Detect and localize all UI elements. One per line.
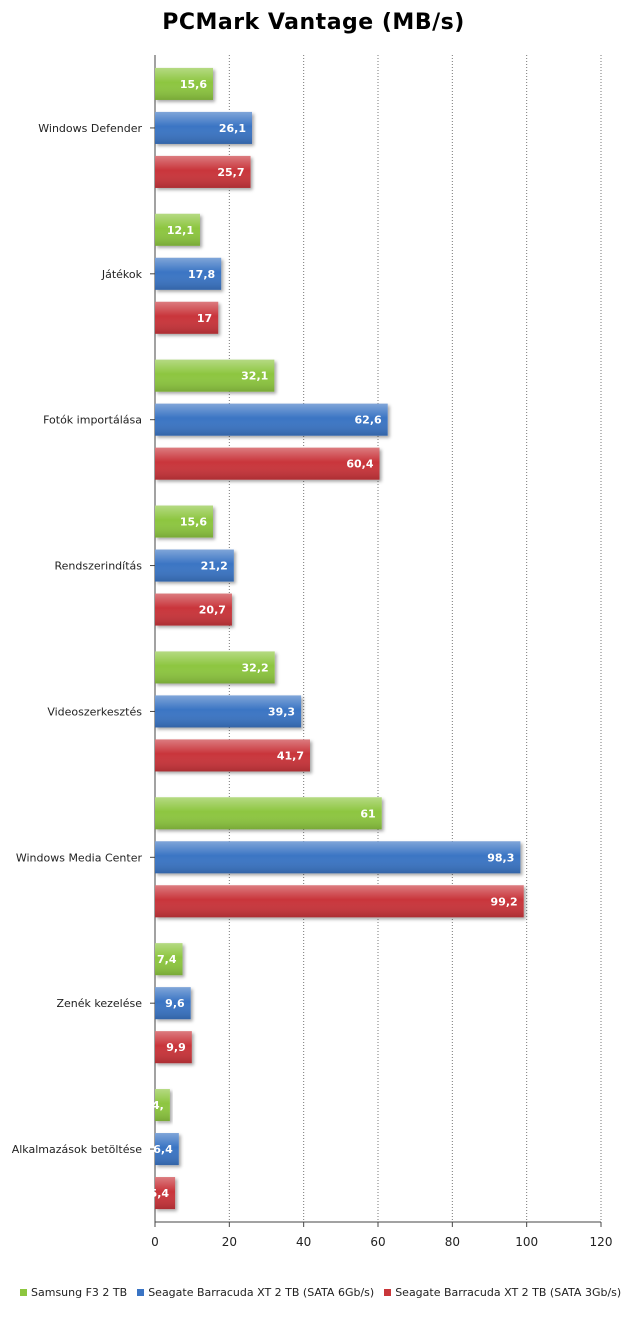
- bar-gradient: [155, 651, 275, 684]
- bar-value-label: 15,6: [180, 78, 207, 91]
- legend-item: Samsung F3 2 TB: [20, 1286, 127, 1299]
- bar-gradient: [155, 67, 213, 100]
- legend-label: Seagate Barracuda XT 2 TB (SATA 3Gb/s): [395, 1286, 622, 1299]
- bar-value-label: 60,4: [346, 458, 373, 471]
- legend-swatch: [20, 1289, 27, 1296]
- bar-gradient: [155, 695, 302, 728]
- x-tick-label: 100: [515, 1235, 538, 1249]
- bar-value-label: 61: [360, 807, 375, 820]
- chart-title: PCMark Vantage (MB/s): [162, 10, 465, 35]
- x-tick-label: 40: [296, 1235, 311, 1249]
- category-label: Windows Defender: [38, 122, 142, 135]
- x-tick-label: 80: [445, 1235, 460, 1249]
- bar-gradient: [155, 505, 213, 538]
- bar-gradient: [155, 1177, 176, 1210]
- bar-value-label: 39,3: [268, 705, 295, 718]
- bar-value-label: 17: [197, 312, 212, 325]
- bar-gradient: [155, 987, 191, 1020]
- bar-value-label: 9,6: [165, 997, 185, 1010]
- bar-gradient: [155, 1133, 179, 1166]
- bar-gradient: [155, 1089, 170, 1122]
- bar-value-label: 25,7: [217, 166, 244, 179]
- category-label: Zenék kezelése: [56, 997, 142, 1010]
- category-label: Windows Media Center: [16, 851, 143, 864]
- bar-value-label: 20,7: [199, 604, 226, 617]
- bar-value-label: 21,2: [201, 560, 228, 573]
- chart-legend: Samsung F3 2 TB Seagate Barracuda XT 2 TB…: [20, 1286, 621, 1299]
- legend-item: Seagate Barracuda XT 2 TB (SATA 3Gb/s): [384, 1286, 621, 1299]
- category-label: Fotók importálása: [43, 414, 142, 427]
- legend-label: Samsung F3 2 TB: [31, 1286, 128, 1299]
- bar-value-label: 4,: [152, 1099, 164, 1112]
- bar-gradient: [155, 257, 222, 290]
- x-tick-label: 20: [222, 1235, 237, 1249]
- legend-swatch: [384, 1289, 392, 1296]
- x-tick-label: 120: [590, 1235, 613, 1249]
- category-label: Rendszerindítás: [54, 560, 142, 573]
- bar-value-label: 32,2: [242, 661, 269, 674]
- category-label: Videoszerkesztés: [47, 705, 142, 718]
- bar-value-label: 26,1: [219, 122, 246, 135]
- bar-value-label: 41,7: [277, 749, 304, 762]
- bar-gradient: [155, 593, 232, 626]
- bar-value-label: 9,9: [166, 1041, 186, 1054]
- bar-gradient: [155, 943, 183, 976]
- bar-gradient: [155, 885, 524, 918]
- bar-gradient: [155, 797, 382, 830]
- bar-gradient: [155, 841, 521, 874]
- bar-value-label: 5,4: [150, 1187, 170, 1200]
- bar-gradient: [155, 359, 275, 392]
- bar-gradient: [155, 739, 310, 772]
- bar-value-label: 98,3: [487, 851, 514, 864]
- legend-label: Seagate Barracuda XT 2 TB (SATA 6Gb/s): [148, 1286, 375, 1299]
- bar-value-label: 62,6: [355, 414, 382, 427]
- bar-gradient: [155, 111, 253, 144]
- bar-value-label: 7,4: [157, 953, 177, 966]
- bar-value-label: 12,1: [167, 224, 194, 237]
- bar-value-label: 6,4: [153, 1143, 173, 1156]
- x-tick-label: 0: [151, 1235, 159, 1249]
- bar-gradient: [155, 549, 234, 582]
- bar-gradient: [155, 301, 219, 334]
- bar-value-label: 17,8: [188, 268, 215, 281]
- bar-gradient: [155, 1031, 192, 1064]
- category-label: Alkalmazások betöltése: [12, 1143, 143, 1156]
- bar-gradient: [155, 403, 388, 436]
- bar-gradient: [155, 155, 251, 188]
- bar-value-label: 99,2: [491, 895, 518, 908]
- bar-gradient: [155, 447, 380, 480]
- x-tick-label: 60: [370, 1235, 385, 1249]
- bar-value-label: 15,6: [180, 516, 207, 529]
- legend-item: Seagate Barracuda XT 2 TB (SATA 6Gb/s): [137, 1286, 374, 1299]
- bar-value-label: 32,1: [241, 370, 268, 383]
- bar-gradient: [155, 213, 200, 246]
- legend-swatch: [137, 1289, 145, 1296]
- category-label: Játékok: [101, 268, 143, 281]
